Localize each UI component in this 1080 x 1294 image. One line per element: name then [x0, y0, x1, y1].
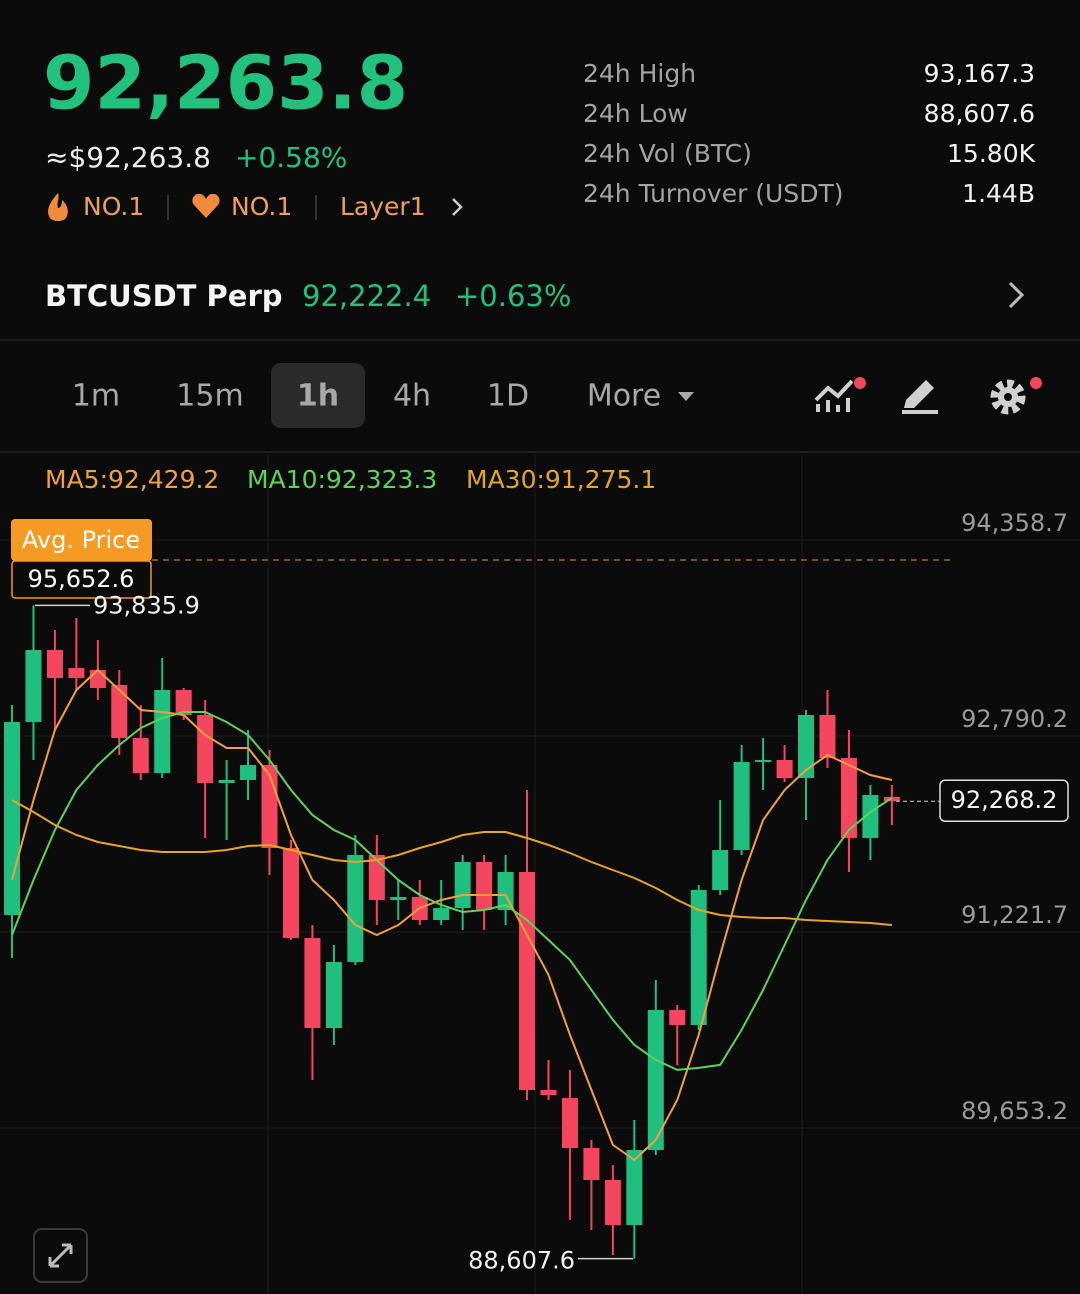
chevron[interactable] — [1008, 281, 1025, 309]
avg-price-title: Avg. Price — [22, 526, 140, 554]
candle-body — [755, 760, 772, 763]
expand-icon — [48, 1243, 73, 1268]
heart-icon — [192, 193, 220, 218]
candle-body — [111, 685, 128, 738]
stat-label: 24h Turnover (USDT) — [583, 179, 844, 208]
stat-value: 1.44B — [962, 179, 1035, 208]
indicator-icon[interactable] — [814, 379, 854, 412]
candle-body — [154, 690, 171, 774]
candle-body — [347, 854, 364, 963]
stat-label: 24h Low — [583, 99, 688, 128]
ma-legend: MA10:92,323.3 — [247, 465, 437, 494]
stat-label: 24h Vol (BTC) — [583, 139, 752, 168]
draw-icon[interactable] — [902, 380, 938, 414]
candle-body — [4, 722, 20, 916]
ma-line — [11, 668, 893, 1162]
rank-tag[interactable]: NO.1 — [231, 192, 292, 221]
interval-tab[interactable]: 1m — [72, 379, 120, 414]
candle-body — [390, 896, 407, 900]
candle-body — [240, 765, 257, 780]
interval-tab[interactable]: 15m — [176, 379, 243, 414]
candle-body — [89, 669, 106, 689]
candle-body — [476, 861, 493, 910]
interval-tab[interactable]: More — [587, 379, 661, 414]
candle-body — [712, 850, 729, 891]
y-tick-label: 89,653.2 — [961, 1097, 1068, 1125]
ma-legend: MA30:91,275.1 — [466, 465, 656, 494]
candle-body — [197, 714, 214, 783]
y-tick-label: 91,221.7 — [961, 901, 1068, 929]
candle-body — [583, 1148, 600, 1180]
candle-body — [776, 760, 793, 778]
candle-body — [304, 937, 321, 1029]
candle-body — [604, 1179, 621, 1226]
ma-line — [11, 799, 892, 926]
selected-tab — [271, 363, 365, 428]
change: +0.58% — [235, 141, 347, 174]
y-tick-label: 94,358.7 — [961, 509, 1068, 537]
candle-body — [368, 854, 385, 900]
high-marker-label: 93,835.9 — [93, 591, 200, 619]
settings-icon[interactable] — [990, 379, 1026, 415]
stat-value: 93,167.3 — [924, 59, 1035, 88]
dropdown-arrow — [678, 392, 694, 401]
candle-body — [561, 1097, 578, 1149]
last-price: 92,263.8 — [43, 41, 408, 127]
avg-price-value: 95,652.6 — [28, 565, 135, 593]
candle-body — [626, 1150, 643, 1226]
avg-price-tag — [11, 519, 152, 561]
chevron — [452, 198, 463, 216]
candle-body — [798, 714, 815, 778]
ma-line — [11, 711, 893, 1071]
candle-body — [862, 794, 879, 838]
candle-body — [46, 650, 63, 678]
candle-body — [519, 871, 536, 1091]
perp-price: 92,222.4 — [302, 279, 431, 313]
candle-body — [840, 757, 857, 838]
interval-tab[interactable]: 1D — [487, 379, 529, 414]
category-tag[interactable]: Layer1 — [340, 192, 426, 221]
candle-body — [669, 1010, 686, 1025]
candle-body — [218, 779, 235, 783]
candle-body — [282, 848, 299, 938]
candle-body — [433, 907, 450, 921]
stat-value: 88,607.6 — [924, 99, 1035, 128]
candle-body — [175, 690, 192, 715]
candle-body — [733, 762, 750, 851]
candle-body — [454, 861, 471, 908]
expand-button[interactable] — [33, 1228, 88, 1283]
flame-icon — [48, 193, 68, 221]
perp-change: +0.63% — [455, 279, 571, 313]
interval-tab[interactable]: 1h — [297, 379, 339, 414]
avg-price-box — [11, 560, 152, 599]
candle-body — [690, 890, 707, 1025]
candle-body — [68, 667, 85, 678]
interval-tabs: 1m 15m 1h 4h 1D More — [72, 379, 661, 414]
rank-tag[interactable]: NO.1 — [83, 192, 144, 221]
candle-body — [647, 1010, 664, 1151]
badge — [1030, 377, 1042, 389]
perp-name[interactable]: BTCUSDT Perp — [45, 279, 283, 313]
stat-value: 15.80K — [947, 139, 1036, 168]
last-price-label: 92,268.2 — [951, 786, 1058, 814]
y-tick-label: 92,790.2 — [961, 705, 1068, 733]
ma-legend: MA5:92,429.2 — [45, 465, 219, 494]
candlestick-chart: 94,358.7 92,790.2 91,221.7 89,653.2 — [0, 455, 1080, 1294]
candle-body — [132, 737, 149, 774]
interval-tab[interactable]: 4h — [393, 379, 431, 414]
usd-price: ≈$92,263.8 — [45, 141, 211, 174]
candle-body — [540, 1090, 557, 1095]
low-marker-label: 88,607.6 — [468, 1247, 575, 1275]
stat-label: 24h High — [583, 59, 696, 88]
candle-body — [819, 714, 836, 758]
last-price-box — [939, 779, 1069, 822]
candle-body — [325, 962, 342, 1029]
badge — [854, 377, 866, 389]
candle-body — [25, 650, 42, 723]
